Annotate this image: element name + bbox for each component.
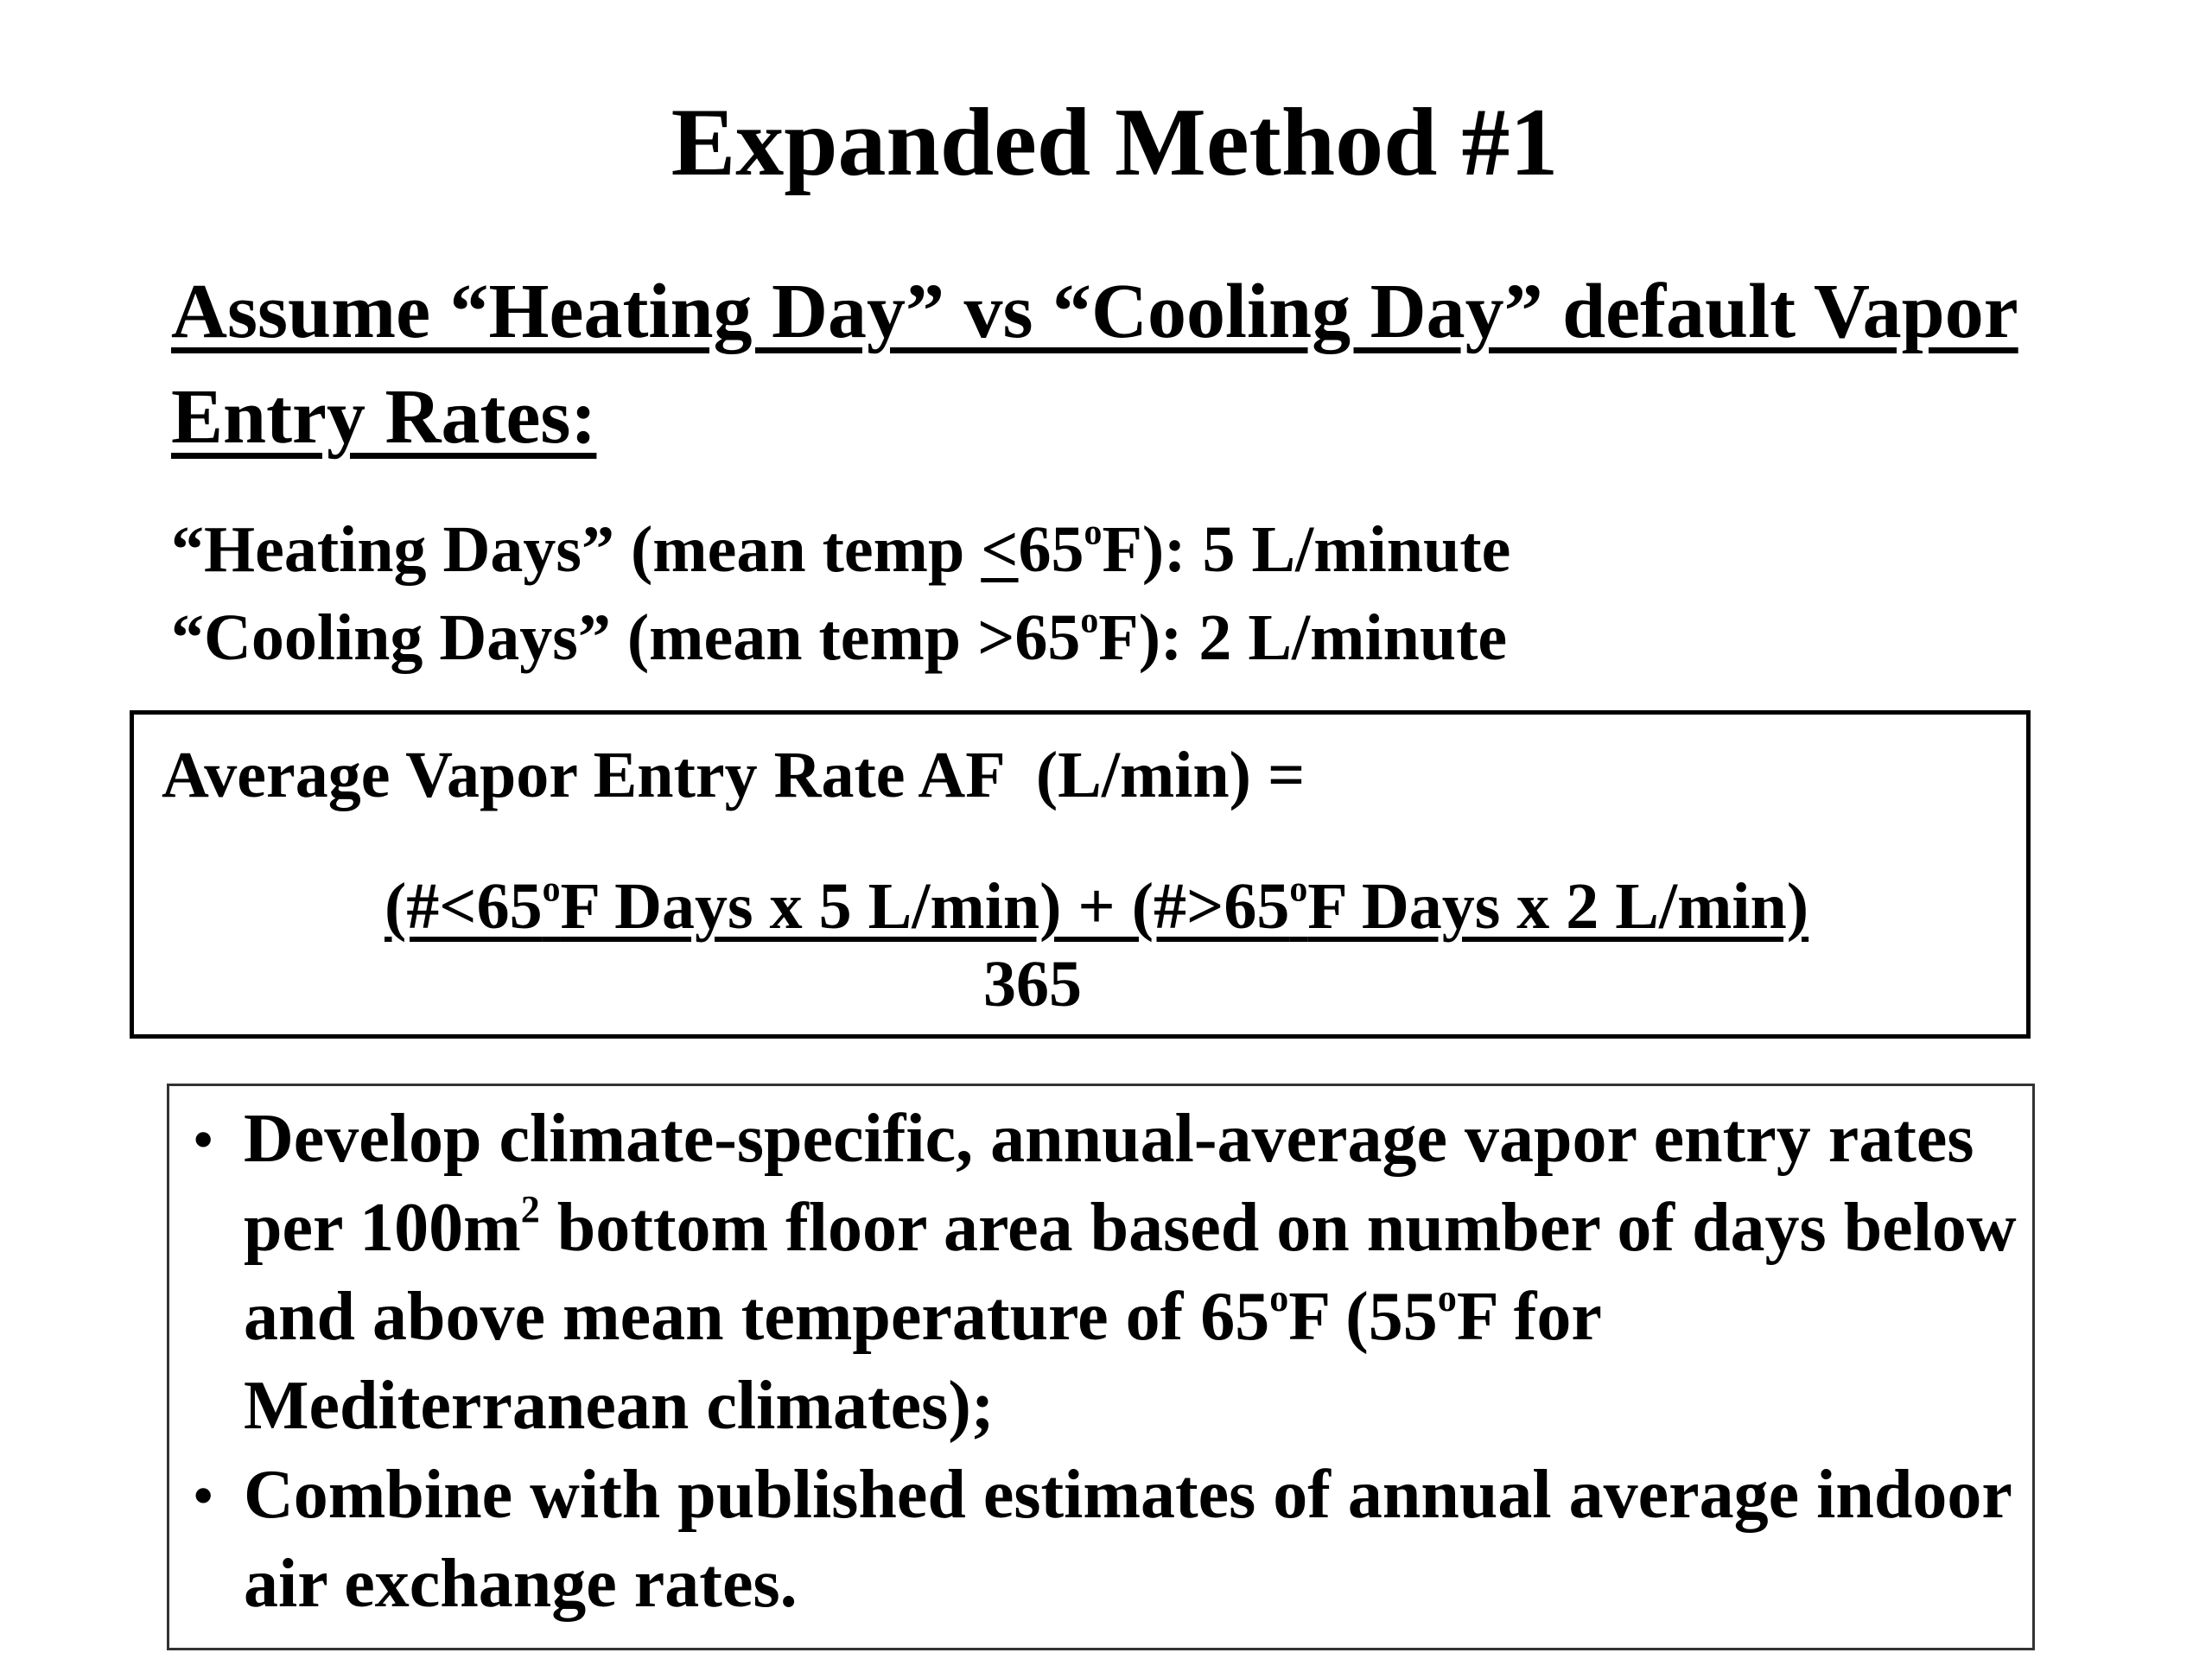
bullet-text: F (55 bbox=[1288, 1279, 1438, 1355]
numerator-part-1: (#<65 bbox=[385, 870, 543, 943]
degree-mark: o bbox=[1080, 601, 1099, 641]
bullet-marker: • bbox=[194, 1465, 213, 1526]
less-equal-symbol: < bbox=[981, 513, 1019, 586]
bullet-item-combine: • Combine with published estimates of ann… bbox=[194, 1451, 2017, 1629]
degree-mark: o bbox=[542, 869, 561, 910]
degree-mark: o bbox=[1269, 1277, 1289, 1319]
bullet-text: bottom floor area based on number of day… bbox=[244, 1190, 2017, 1355]
cooling-rate-suffix: F): 2 L/minute bbox=[1098, 601, 1508, 674]
bullet-text: Combine with published estimates of annu… bbox=[244, 1457, 2012, 1622]
bullet-text: Develop climate-specific, annual-average… bbox=[244, 1101, 1974, 1266]
bullet-item-develop: • Develop climate-specific, annual-averag… bbox=[194, 1095, 2017, 1451]
formula-denominator: 365 bbox=[983, 948, 1082, 1020]
formula-box: Average Vapor Entry Rate AF (L/min) = (#… bbox=[130, 710, 2031, 1039]
bullet-marker: • bbox=[194, 1109, 213, 1170]
degree-mark: o bbox=[1084, 512, 1103, 553]
degree-mark: o bbox=[1289, 869, 1308, 910]
heating-days-rate: “Heating Days” (mean temp <65oF): 5 L/mi… bbox=[171, 506, 1510, 593]
bullet-list: • Develop climate-specific, annual-averag… bbox=[194, 1095, 2017, 1629]
heating-rate-prefix: “Heating Days” (mean temp bbox=[171, 513, 982, 586]
bullet-text: F for Mediterranean climates); bbox=[244, 1279, 1601, 1444]
numerator-part-3: F Days x 2 L/min) bbox=[1307, 870, 1809, 943]
cooling-rate-prefix: “Cooling Days” (mean temp >65 bbox=[171, 601, 1081, 674]
cooling-days-rate: “Cooling Days” (mean temp >65oF): 2 L/mi… bbox=[171, 594, 1507, 681]
numerator-part-2: F Days x 5 L/min) + (#>65 bbox=[560, 870, 1290, 943]
heating-rate-value: 65 bbox=[1018, 513, 1084, 586]
superscript-two: 2 bbox=[520, 1188, 540, 1230]
assume-heading: Assume “Heating Day” vs “Cooling Day” de… bbox=[171, 269, 2018, 460]
slide-title: Expanded Method #1 bbox=[671, 89, 1559, 196]
bullets-box: • Develop climate-specific, annual-averag… bbox=[167, 1084, 2035, 1650]
formula-label: Average Vapor Entry Rate AF (L/min) = bbox=[162, 739, 1306, 811]
heating-rate-suffix: F): 5 L/minute bbox=[1102, 513, 1511, 586]
formula-numerator: (#<65oF Days x 5 L/min) + (#>65oF Days x… bbox=[385, 863, 1808, 950]
degree-mark: o bbox=[1437, 1277, 1457, 1319]
